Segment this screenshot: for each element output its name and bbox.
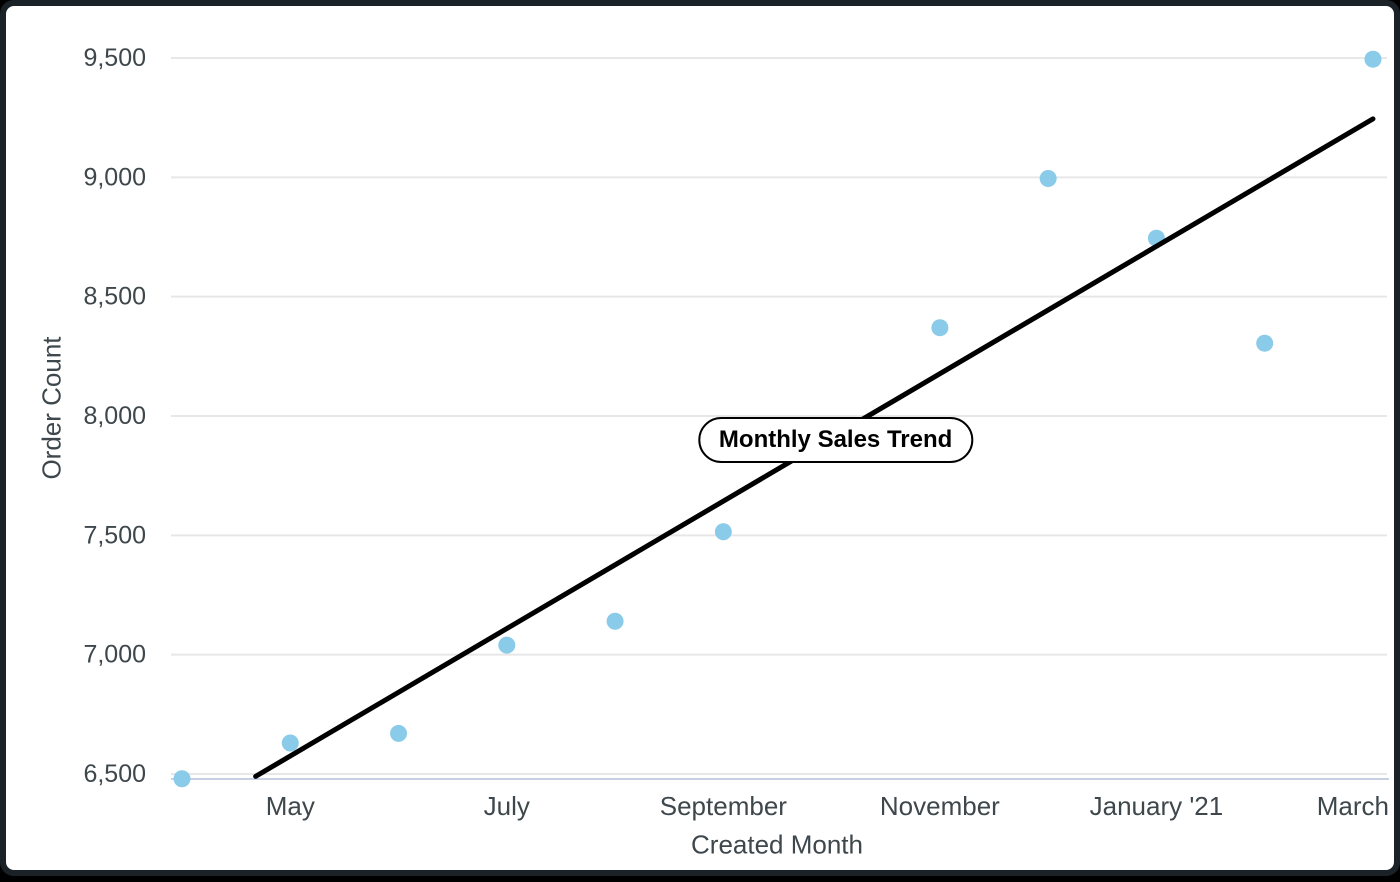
data-point[interactable] [1039,170,1057,188]
x-tick-label: January '21 [1090,791,1224,821]
x-tick-label: July [484,791,530,821]
annotation-pill[interactable]: Monthly Sales Trend [697,416,974,463]
data-point[interactable] [931,319,949,337]
data-point[interactable] [606,612,624,630]
y-tick-label: 7,500 [83,521,146,549]
y-tick-label: 8,000 [83,402,146,430]
x-tick-label: September [660,791,788,821]
data-point[interactable] [714,523,732,541]
y-tick-label: 7,000 [83,641,146,669]
y-tick-label: 8,500 [83,283,146,311]
y-tick-label: 9,000 [83,163,146,191]
data-point[interactable] [498,636,516,654]
y-tick-label: 9,500 [83,44,146,72]
scatter-chart: 6,500 7,000 7,500 8,000 8,500 9,000 9,500 May Ju… [83,44,1389,821]
x-tick-label: November [880,791,1000,821]
y-tick-label: 6,500 [83,760,146,788]
data-point[interactable] [173,770,191,788]
data-point[interactable] [390,724,408,742]
x-tick-label: May [266,791,315,821]
y-axis-title: Order Count [36,336,67,480]
data-point[interactable] [281,734,299,752]
x-tick-label: March [1317,791,1389,821]
data-point[interactable] [1256,334,1274,352]
data-point[interactable] [1364,50,1382,68]
x-axis-title: Created Month [691,829,863,860]
